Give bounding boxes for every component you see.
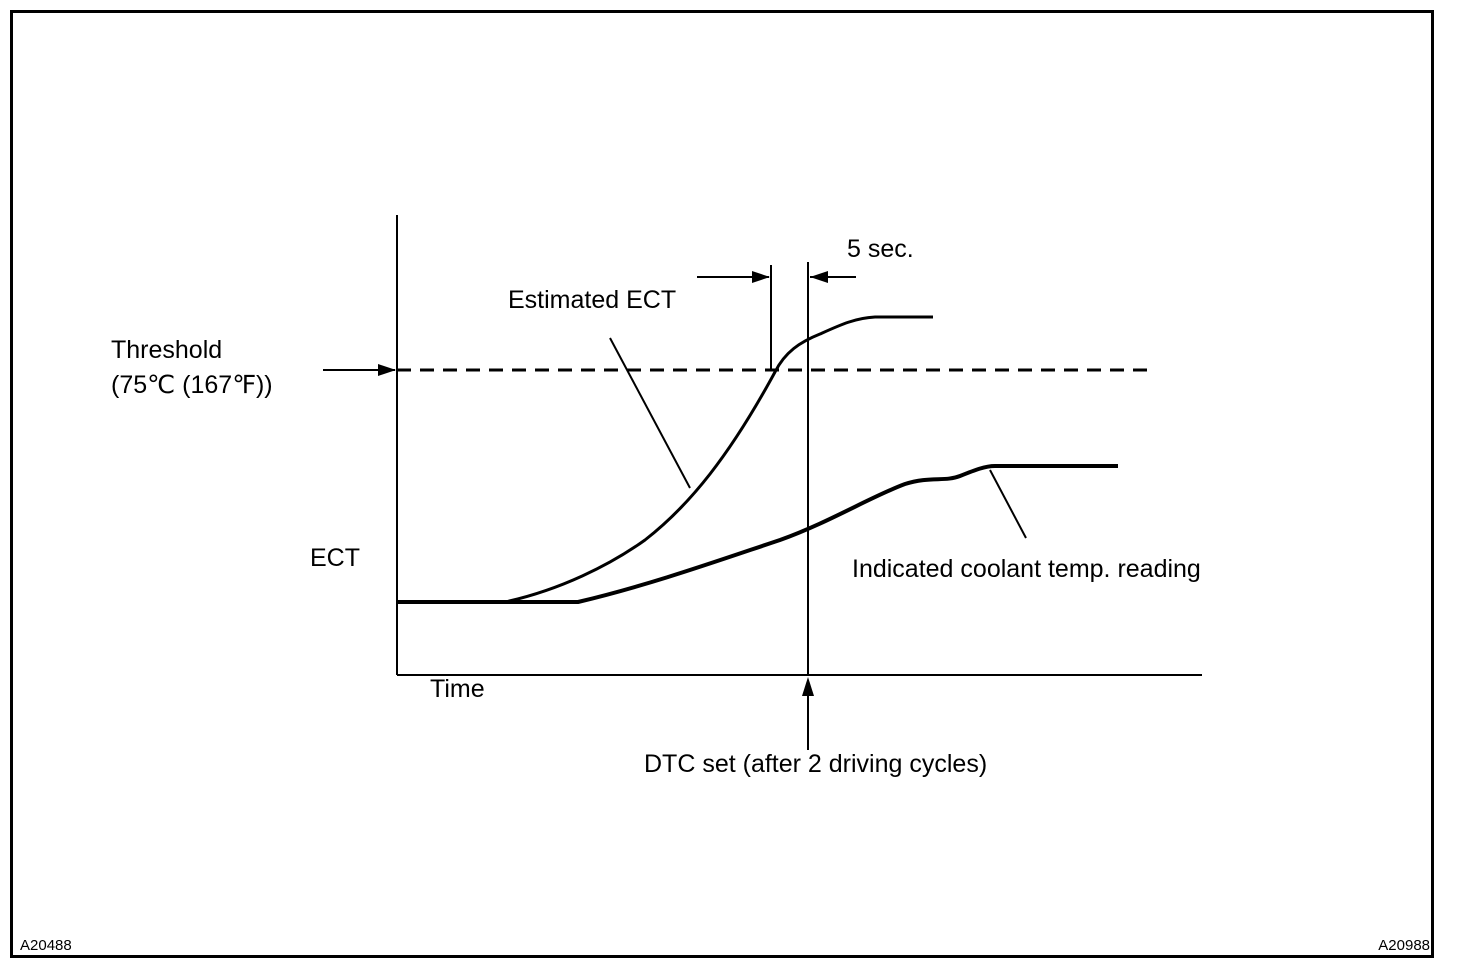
threshold-value-label: (75℃ (167℉)) (111, 371, 273, 399)
figure-code-right: A20988 (1378, 937, 1430, 954)
indicated-reading-leader (989, 469, 1027, 539)
threshold-arrowhead (378, 364, 396, 376)
threshold-label: Threshold (111, 336, 222, 364)
interval-arrowhead-right (810, 271, 828, 283)
estimated-ect-leader (609, 337, 691, 489)
indicated-coolant-curve (397, 464, 1118, 604)
dtc-arrowhead (802, 677, 814, 696)
dtc-set-label: DTC set (after 2 driving cycles) (644, 750, 987, 778)
five-sec-label: 5 sec. (847, 235, 914, 263)
ect-axis-label: ECT (310, 544, 360, 572)
interval-arrowhead-left (752, 271, 770, 283)
estimated-ect-curve (397, 315, 933, 604)
estimated-ect-label: Estimated ECT (508, 286, 676, 314)
diagram-frame (10, 10, 1434, 958)
figure-code-left: A20488 (20, 937, 72, 954)
indicated-reading-label: Indicated coolant temp. reading (852, 555, 1201, 583)
time-axis-label: Time (430, 675, 485, 703)
